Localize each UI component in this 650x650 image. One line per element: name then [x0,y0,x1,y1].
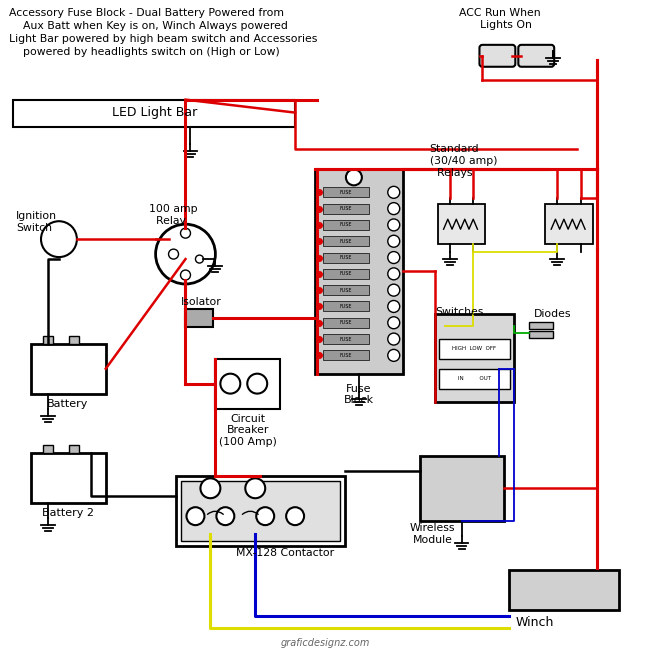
Circle shape [220,374,240,394]
Bar [323,220,369,230]
Bar [13,99,295,127]
Bar [31,454,106,503]
Circle shape [388,187,400,198]
Bar [420,456,504,521]
Bar [215,359,280,409]
Bar [323,318,369,328]
Text: Winch: Winch [516,616,554,629]
Circle shape [245,478,265,499]
Text: Diodes: Diodes [534,309,572,319]
Circle shape [181,270,190,280]
Bar [185,309,213,327]
Text: FUSE: FUSE [340,271,352,276]
Text: Switches: Switches [436,307,484,317]
Text: graficdesignz.com: graficdesignz.com [280,638,370,648]
Text: 100 amp
  Relay: 100 amp Relay [149,204,197,226]
Circle shape [388,300,400,313]
Bar [315,170,403,374]
Circle shape [388,219,400,231]
Circle shape [256,507,274,525]
Circle shape [388,203,400,215]
Bar [69,445,79,454]
Text: Battery 2: Battery 2 [42,508,94,518]
Text: LED Light Bar: LED Light Bar [112,106,197,119]
FancyBboxPatch shape [518,45,554,67]
Circle shape [41,221,77,257]
Bar [439,339,510,359]
Text: Circuit
Breaker
(100 Amp): Circuit Breaker (100 Amp) [219,413,277,447]
Text: HIGH  LOW  OFF: HIGH LOW OFF [452,346,497,351]
Circle shape [388,284,400,296]
Circle shape [346,170,362,185]
Text: Isolator: Isolator [181,297,221,307]
Text: powered by headlights switch on (High or Low): powered by headlights switch on (High or… [9,47,280,57]
Circle shape [168,249,179,259]
Circle shape [247,374,267,394]
Bar [181,481,340,541]
Circle shape [187,507,205,525]
Bar [435,314,514,402]
Bar [437,204,486,244]
Bar [43,445,53,454]
Circle shape [155,224,215,284]
Text: FUSE: FUSE [340,320,352,325]
Bar [529,322,553,329]
Circle shape [388,350,400,361]
Text: Battery: Battery [47,398,88,409]
Circle shape [196,255,203,263]
Text: ACC Run When
    Lights On: ACC Run When Lights On [458,8,540,29]
Circle shape [216,507,234,525]
Text: Light Bar powered by high beam switch and Accessories: Light Bar powered by high beam switch an… [9,34,317,44]
Text: FUSE: FUSE [340,206,352,211]
Bar [43,336,53,344]
Text: FUSE: FUSE [340,255,352,260]
Text: Standard
(30/40 amp)
  Relays: Standard (30/40 amp) Relays [430,144,497,177]
Bar [31,344,106,394]
Bar [529,331,553,338]
Bar [323,334,369,344]
Text: Ignition
Switch: Ignition Switch [16,211,57,233]
Text: FUSE: FUSE [340,190,352,195]
Text: Aux Batt when Key is on, Winch Always powered: Aux Batt when Key is on, Winch Always po… [9,21,288,31]
Bar [545,204,593,244]
Bar [323,187,369,198]
Circle shape [388,333,400,345]
Text: Accessory Fuse Block - Dual Battery Powered from: Accessory Fuse Block - Dual Battery Powe… [9,8,284,18]
Circle shape [388,317,400,329]
Text: FUSE: FUSE [340,222,352,227]
Text: FUSE: FUSE [340,353,352,358]
Bar [439,369,510,389]
Text: FUSE: FUSE [340,337,352,341]
Text: Fuse
Block: Fuse Block [344,384,374,405]
Bar [323,253,369,263]
Bar [176,476,345,546]
Text: FUSE: FUSE [340,304,352,309]
Text: FUSE: FUSE [340,239,352,244]
Circle shape [388,268,400,280]
Text: IN         OUT: IN OUT [458,376,491,381]
Text: Wireless
Module: Wireless Module [410,523,456,545]
Bar [323,236,369,246]
FancyBboxPatch shape [480,45,515,67]
Circle shape [388,235,400,247]
Bar [323,269,369,279]
Circle shape [388,252,400,263]
Text: MX-128 Contactor: MX-128 Contactor [237,548,335,558]
Bar [69,336,79,344]
Circle shape [181,228,190,238]
Bar [323,285,369,295]
Text: FUSE: FUSE [340,288,352,292]
Circle shape [200,478,220,499]
Bar [323,350,369,360]
Bar [323,302,369,311]
Circle shape [286,507,304,525]
Bar [323,203,369,214]
Bar [510,570,619,610]
